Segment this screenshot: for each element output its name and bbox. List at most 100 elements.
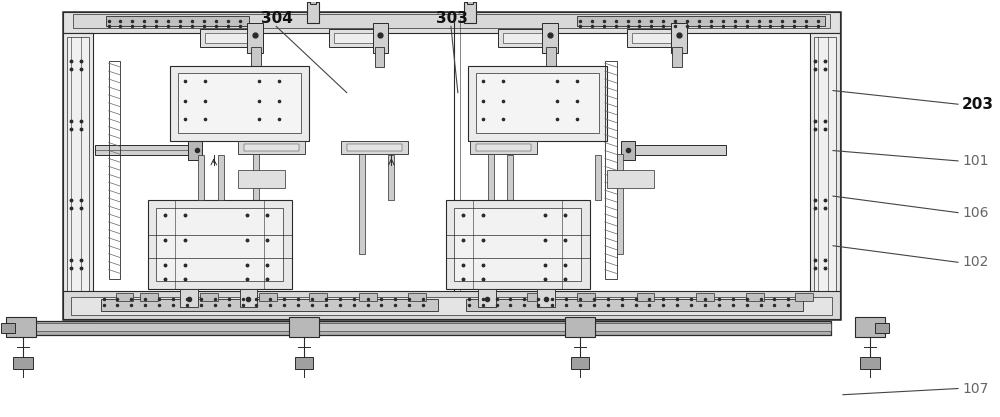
Bar [1,323,15,333]
Bar [95,146,194,156]
Bar [200,29,254,47]
Bar [476,73,599,133]
Bar [359,293,377,301]
Bar [408,293,426,301]
Bar [498,29,552,47]
Bar [244,143,299,151]
Bar [334,33,378,43]
Bar [259,293,277,301]
Bar [454,208,581,281]
Bar [178,73,301,133]
Bar [860,357,880,369]
Bar [671,23,687,53]
Bar [571,357,589,369]
Bar [238,170,285,188]
Bar [875,323,889,333]
Bar [109,61,120,279]
Bar [63,291,840,319]
Bar [503,33,547,43]
Bar [247,23,263,53]
Bar [205,33,249,43]
Bar [527,293,545,301]
Bar [464,2,476,23]
Bar [180,289,198,307]
Bar [218,156,224,200]
Bar [73,20,830,311]
Bar [488,154,494,254]
Bar [565,317,595,337]
Bar [31,323,831,331]
Bar [309,293,327,301]
Bar [814,37,836,315]
Bar [253,154,259,254]
Bar [200,293,218,301]
Bar [116,293,133,301]
Text: 107: 107 [962,382,988,395]
Bar [546,47,556,67]
Bar [307,2,319,23]
Text: 102: 102 [962,255,988,269]
Text: 304: 304 [261,11,293,25]
Bar [188,141,202,161]
Bar [170,66,309,141]
Bar [388,156,394,200]
Bar [63,12,840,33]
Bar [310,0,316,4]
Bar [595,156,601,200]
Bar [347,143,402,151]
Bar [466,299,803,311]
Bar [67,37,89,315]
Bar [341,141,408,154]
Bar [106,17,249,26]
Bar [478,293,496,301]
Bar [632,33,676,43]
Bar [627,146,726,156]
Bar [746,293,764,301]
Bar [795,293,813,301]
Bar [467,0,473,4]
Bar [617,154,623,254]
Bar [251,47,261,67]
Text: 106: 106 [962,206,988,220]
Bar [478,289,496,307]
Bar [810,33,840,319]
Bar [605,61,617,279]
Bar [855,317,885,337]
Bar [542,23,558,53]
Bar [672,47,682,67]
Text: 303: 303 [436,11,468,25]
Bar [507,156,513,200]
Bar [329,29,383,47]
Bar [577,293,595,301]
Bar [621,141,635,161]
Bar [73,15,830,28]
Bar [295,357,313,369]
Bar [63,33,93,319]
Text: 203: 203 [962,97,994,112]
Bar [373,23,388,53]
Bar [148,200,292,289]
Bar [198,156,204,200]
Bar [31,321,831,335]
Bar [577,17,825,26]
Bar [289,317,319,337]
Text: 101: 101 [962,154,988,168]
Bar [446,200,590,289]
Bar [156,208,283,281]
Bar [470,141,537,154]
Bar [71,297,832,315]
Bar [240,289,257,307]
Bar [238,141,305,154]
Bar [696,293,714,301]
Bar [537,289,555,307]
Bar [101,299,438,311]
Bar [627,29,681,47]
Bar [607,170,654,188]
Bar [63,12,840,319]
Bar [13,357,33,369]
Bar [375,47,384,67]
Bar [476,143,531,151]
Bar [359,154,365,254]
Bar [6,317,36,337]
Bar [468,66,607,141]
